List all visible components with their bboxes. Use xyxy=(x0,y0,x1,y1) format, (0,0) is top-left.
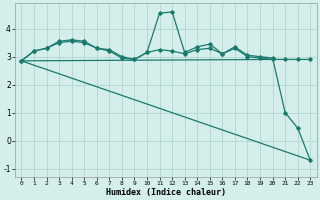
X-axis label: Humidex (Indice chaleur): Humidex (Indice chaleur) xyxy=(106,188,226,197)
